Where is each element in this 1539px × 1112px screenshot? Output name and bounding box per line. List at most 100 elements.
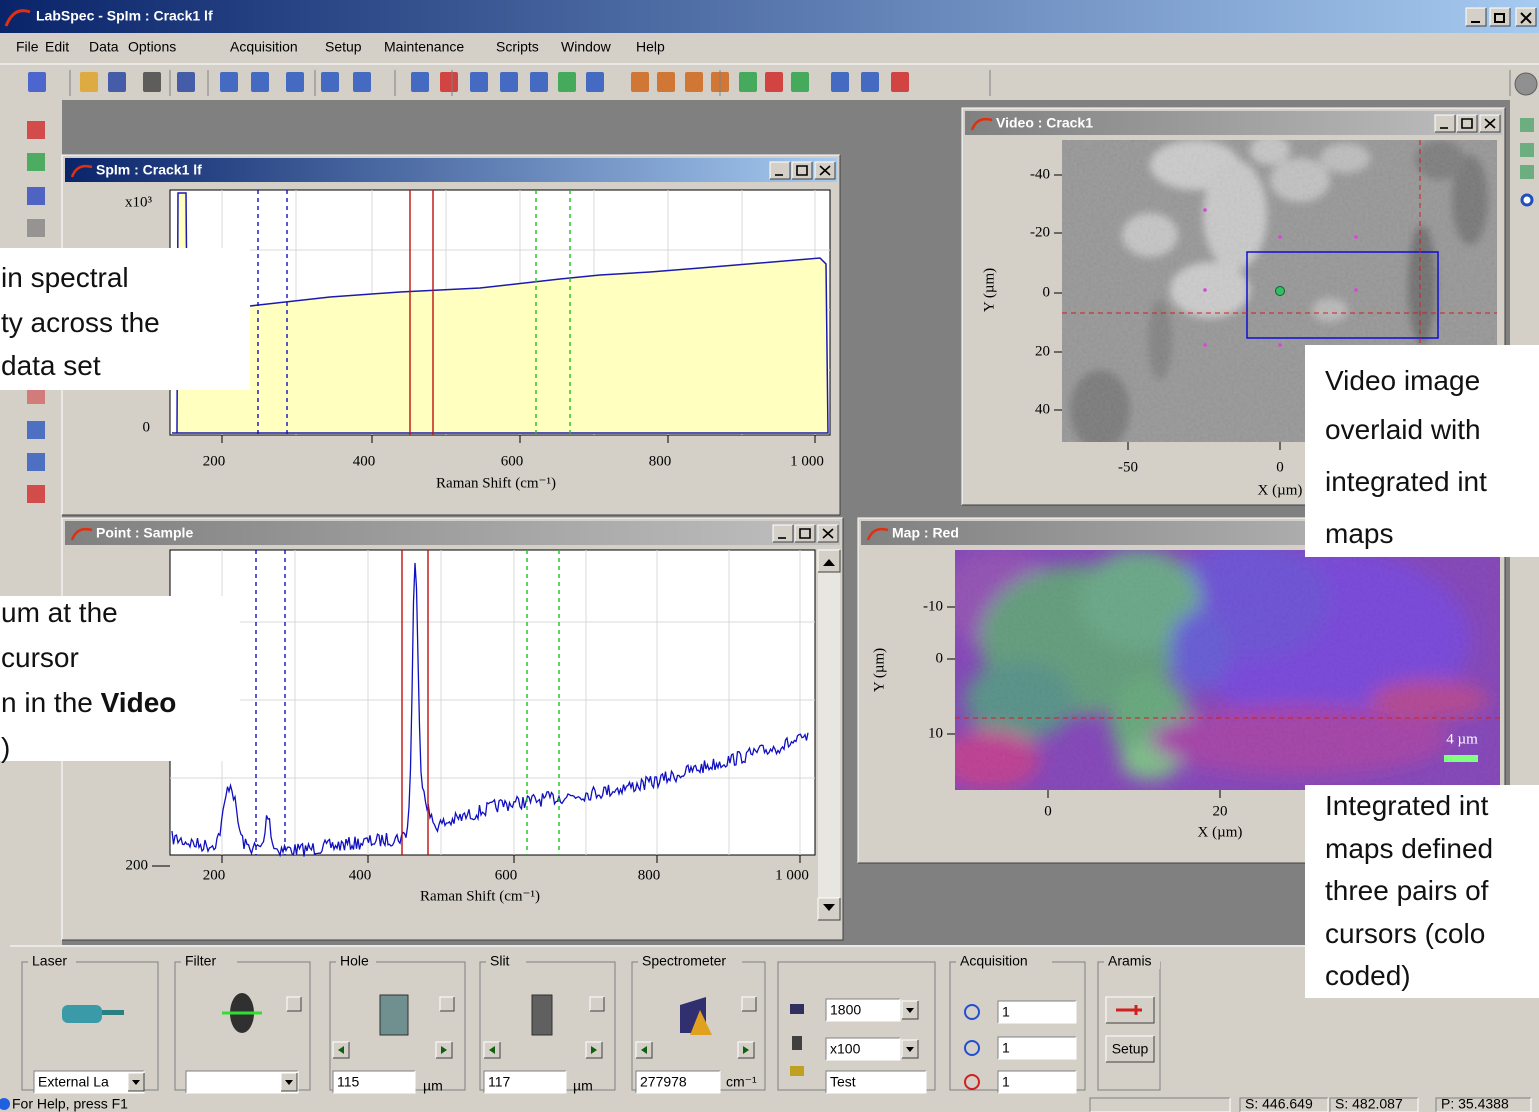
menu-item[interactable]: Maintenance	[384, 39, 464, 55]
spectrometer-field-text[interactable]: 277978	[640, 1074, 687, 1090]
toolbar-button[interactable]	[470, 72, 488, 92]
toolbar-button[interactable]	[220, 72, 238, 92]
callout-text: )	[1, 732, 10, 763]
grid-point	[1203, 288, 1207, 292]
toggle-button-hit[interactable]	[287, 997, 301, 1011]
callout-text: overlaid with	[1325, 414, 1481, 445]
menu-item[interactable]: Help	[636, 39, 665, 55]
toolbar-button[interactable]	[143, 72, 161, 92]
y-tick-label: 10	[928, 725, 943, 741]
y-axis-label: Y (µm)	[871, 648, 887, 692]
toolbar-button[interactable]	[558, 72, 576, 92]
callout-text: data set	[1, 350, 101, 381]
toggle-button-hit[interactable]	[742, 997, 756, 1011]
menu-item[interactable]: Options	[128, 39, 176, 55]
y-tick-label: 200	[126, 857, 149, 873]
callout-line: Video image	[1325, 365, 1480, 396]
laser-select-text[interactable]: External La	[38, 1074, 109, 1090]
callout-text: cursors (colo	[1325, 918, 1485, 949]
y-tick-label: 0	[936, 650, 944, 666]
tool-button[interactable]	[27, 187, 45, 205]
callout-text: maps defined	[1325, 833, 1493, 864]
tool-button[interactable]	[1520, 118, 1534, 132]
toolbar-button[interactable]	[657, 72, 675, 92]
toolbar-button[interactable]	[765, 72, 783, 92]
toggle-button-hit[interactable]	[440, 997, 454, 1011]
x-axis-label: Raman Shift (cm⁻¹)	[436, 475, 556, 491]
menu-item[interactable]: Setup	[325, 39, 362, 55]
toolbar-button[interactable]	[286, 72, 304, 92]
tool-button[interactable]	[27, 485, 45, 503]
radio-button[interactable]	[1522, 195, 1532, 205]
callout-line: maps defined	[1325, 833, 1493, 864]
toolbar-button[interactable]	[108, 72, 126, 92]
tool-button[interactable]	[27, 453, 45, 471]
toolbar-button[interactable]	[321, 72, 339, 92]
toolbar-button[interactable]	[791, 72, 809, 92]
x-tick-label: 400	[349, 867, 372, 883]
menu-item[interactable]: File	[16, 39, 39, 55]
tool-button[interactable]	[1520, 165, 1534, 179]
callout-line: in spectral	[1, 262, 129, 293]
status-help: For Help, press F1	[12, 1096, 128, 1112]
sample-field-text[interactable]: Test	[830, 1074, 856, 1090]
menu-item[interactable]: Window	[561, 39, 612, 55]
callout-line: cursors (colo	[1325, 918, 1485, 949]
slit-field-text[interactable]: 117	[488, 1074, 511, 1090]
slit-icon	[532, 995, 552, 1035]
callout-text: integrated int	[1325, 466, 1487, 497]
grid-point	[1278, 343, 1282, 347]
tool-button[interactable]	[27, 421, 45, 439]
tool-button[interactable]	[27, 121, 45, 139]
acquisition-field-text[interactable]: 1	[1002, 1004, 1010, 1020]
toolbar-button[interactable]	[251, 72, 269, 92]
setup-button-label[interactable]: Setup	[1112, 1041, 1149, 1057]
toolbar-button[interactable]	[411, 72, 429, 92]
toolbar-button[interactable]	[440, 72, 458, 92]
tool-button[interactable]	[27, 153, 45, 171]
toolbar-button[interactable]	[80, 72, 98, 92]
toolbar-button[interactable]	[530, 72, 548, 92]
menu-item[interactable]: Edit	[45, 39, 69, 55]
toolbar-button[interactable]	[177, 72, 195, 92]
toolbar-button[interactable]	[353, 72, 371, 92]
callout-text: cursor	[1, 642, 79, 673]
y-tick-label: -40	[1030, 166, 1050, 182]
callout-text: three pairs of	[1325, 875, 1489, 906]
toolbar-button[interactable]	[891, 72, 909, 92]
menu-item[interactable]: Acquisition	[230, 39, 298, 55]
acquisition-field-text[interactable]: 1	[1002, 1040, 1010, 1056]
menu-item[interactable]: Data	[89, 39, 119, 55]
group-label: Acquisition	[960, 953, 1028, 969]
x-tick-label: 0	[1044, 803, 1052, 819]
grid-point	[1203, 343, 1207, 347]
tool-button[interactable]	[27, 219, 45, 237]
toolbar-button[interactable]	[631, 72, 649, 92]
toolbar-button[interactable]	[586, 72, 604, 92]
toolbar-button[interactable]	[28, 72, 46, 92]
hole-unit: µm	[423, 1078, 443, 1094]
toolbar-button[interactable]	[861, 72, 879, 92]
toolbar-button[interactable]	[831, 72, 849, 92]
acquisition-field-text[interactable]: 1	[1002, 1074, 1010, 1090]
scale-bar-label: 4 µm	[1446, 731, 1478, 747]
status-pane	[1090, 1098, 1230, 1112]
stop-button[interactable]	[1515, 73, 1537, 95]
hole-field-text[interactable]: 115	[337, 1074, 360, 1090]
toolbar-button[interactable]	[739, 72, 757, 92]
toolbar-button[interactable]	[500, 72, 518, 92]
grid-point	[1278, 235, 1282, 239]
objective-select-text[interactable]: x100	[830, 1041, 861, 1057]
callout-text: ty across the	[1, 307, 160, 338]
grating-select-text[interactable]: 1800	[830, 1002, 861, 1018]
child-button	[1457, 115, 1477, 132]
spectrometer-unit: cm⁻¹	[726, 1074, 757, 1090]
tool-button[interactable]	[1520, 143, 1534, 157]
hole-icon	[380, 995, 408, 1035]
x-tick-label: 20	[1213, 803, 1228, 819]
menu-item[interactable]: Scripts	[496, 39, 539, 55]
toolbar-button[interactable]	[685, 72, 703, 92]
callout-line: cursor	[1, 642, 79, 673]
callout-line: data set	[1, 350, 101, 381]
toggle-button-hit[interactable]	[590, 997, 604, 1011]
